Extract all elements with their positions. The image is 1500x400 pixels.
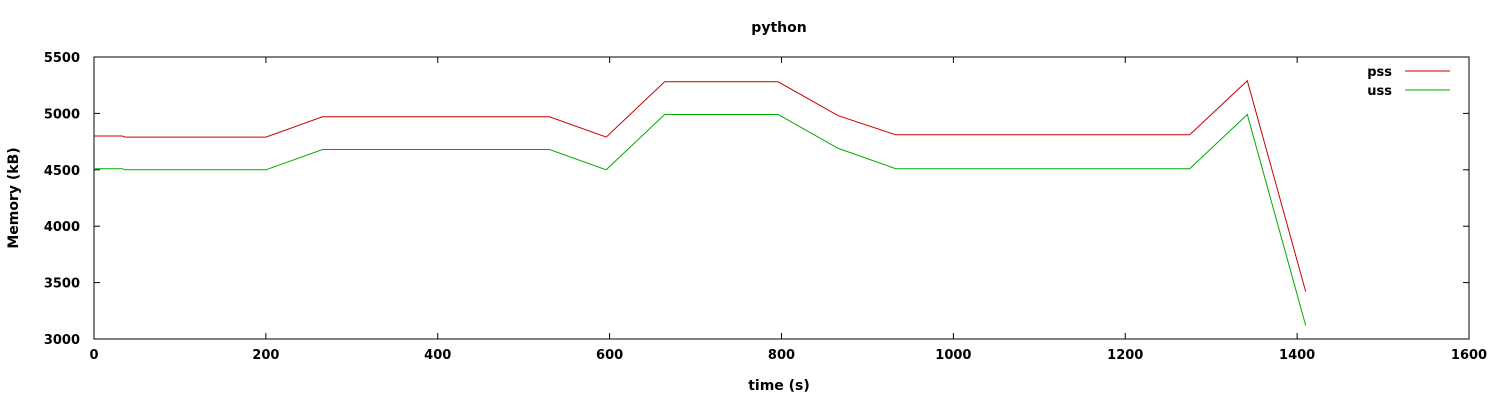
y-tick-label: 3000 bbox=[44, 333, 80, 348]
chart-title: python bbox=[751, 20, 806, 36]
legend-label-uss: uss bbox=[1367, 84, 1392, 99]
x-tick-label: 800 bbox=[768, 348, 795, 363]
series-line-pss bbox=[94, 79, 1307, 292]
x-tick-label: 1200 bbox=[1107, 348, 1143, 363]
x-tick-label: 200 bbox=[252, 348, 279, 363]
x-tick-label: 600 bbox=[596, 348, 623, 363]
y-tick-label: 4500 bbox=[44, 164, 80, 179]
legend-label-pss: pss bbox=[1367, 65, 1392, 80]
x-tick-label: 400 bbox=[424, 348, 451, 363]
x-tick-label: 0 bbox=[89, 348, 98, 363]
y-tick-label: 3500 bbox=[44, 277, 80, 292]
x-tick-label: 1000 bbox=[935, 348, 971, 363]
y-axis-label: Memory (kB) bbox=[6, 147, 22, 248]
x-tick-label: 1600 bbox=[1451, 348, 1487, 363]
y-tick-label: 5500 bbox=[44, 51, 80, 66]
x-tick-label: 1400 bbox=[1279, 348, 1315, 363]
y-tick-label: 5000 bbox=[44, 107, 80, 122]
plot-frame bbox=[93, 56, 1470, 340]
y-tick-label: 4000 bbox=[44, 220, 80, 235]
legend: pss uss bbox=[1367, 65, 1450, 99]
series-line-uss bbox=[94, 113, 1307, 326]
x-axis-label: time (s) bbox=[748, 378, 810, 394]
